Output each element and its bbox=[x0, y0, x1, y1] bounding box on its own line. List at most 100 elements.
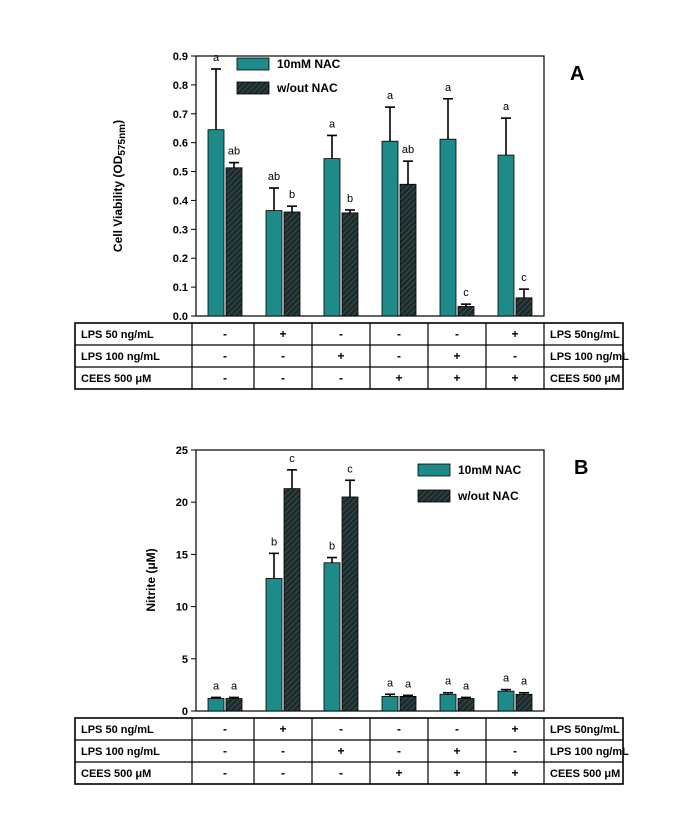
y-axis-label: Cell Viability (OD575nm) bbox=[111, 120, 128, 252]
table-cell: - bbox=[455, 722, 459, 736]
table-cell: - bbox=[339, 766, 343, 780]
significance-label: a bbox=[213, 680, 220, 692]
significance-label: a bbox=[387, 90, 394, 102]
significance-label: a bbox=[231, 680, 238, 692]
table-row-right-label: LPS 50ng/mL bbox=[550, 329, 620, 341]
plot-frame bbox=[195, 55, 545, 317]
significance-label: a bbox=[445, 82, 452, 94]
panel-label: B bbox=[574, 457, 588, 479]
bar-no-nac bbox=[457, 698, 475, 712]
bar-nac bbox=[381, 695, 399, 712]
treatment-table bbox=[74, 322, 624, 390]
table-cell: + bbox=[511, 371, 518, 385]
significance-label: a bbox=[503, 673, 510, 685]
table-cell: - bbox=[281, 371, 285, 385]
significance-label: a bbox=[445, 676, 452, 688]
table-cell: - bbox=[281, 349, 285, 363]
table-row-right-label: CEES 500 μM bbox=[550, 373, 620, 385]
table-cell: - bbox=[339, 371, 343, 385]
table-cell: + bbox=[453, 744, 460, 758]
legend-swatch bbox=[236, 81, 270, 95]
table-cell: + bbox=[453, 371, 460, 385]
bar-nac bbox=[265, 578, 283, 712]
table-cell: + bbox=[453, 349, 460, 363]
bar-no-nac bbox=[399, 183, 417, 317]
table-cell: + bbox=[337, 349, 344, 363]
legend-label: 10mM NAC bbox=[458, 463, 522, 477]
significance-label: a bbox=[329, 118, 336, 130]
significance-label: b bbox=[329, 541, 335, 553]
table-row-right-label: LPS 100 ng/mL bbox=[550, 746, 629, 758]
bar-nac bbox=[497, 690, 515, 712]
table-cell: + bbox=[337, 744, 344, 758]
y-tick-label: 0.8 bbox=[173, 80, 188, 92]
table-cell: + bbox=[511, 722, 518, 736]
y-tick-label: 0.2 bbox=[173, 253, 188, 265]
table-cell: - bbox=[281, 744, 285, 758]
bar-no-nac bbox=[515, 297, 533, 317]
y-tick-label: 0.4 bbox=[173, 195, 189, 207]
table-cell: + bbox=[511, 766, 518, 780]
table-cell: - bbox=[397, 722, 401, 736]
significance-label: c bbox=[463, 287, 469, 299]
y-tick-label: 5 bbox=[182, 654, 188, 666]
significance-label: b bbox=[289, 189, 295, 201]
table-cell: - bbox=[513, 349, 517, 363]
bar-no-nac bbox=[283, 488, 301, 712]
table-row-right-label: CEES 500 μM bbox=[550, 768, 620, 780]
bar-nac bbox=[207, 698, 225, 712]
legend-label: w/out NAC bbox=[457, 489, 519, 503]
y-tick-label: 0.7 bbox=[173, 109, 188, 121]
bar-no-nac bbox=[225, 167, 243, 317]
table-cell: - bbox=[397, 327, 401, 341]
y-tick-label: 0.5 bbox=[173, 167, 188, 179]
legend-label: 10mM NAC bbox=[277, 57, 341, 71]
y-axis-label-close: ) bbox=[111, 120, 125, 124]
table-row-label: CEES 500 μM bbox=[81, 768, 151, 780]
table-cell: + bbox=[279, 722, 286, 736]
table-cell: - bbox=[397, 744, 401, 758]
table-row-right-label: LPS 100 ng/mL bbox=[550, 351, 629, 363]
y-tick-label: 0 bbox=[182, 706, 188, 718]
bar-nac bbox=[207, 129, 225, 317]
table-cell: - bbox=[223, 371, 227, 385]
significance-label: a bbox=[521, 676, 528, 688]
table-cell: - bbox=[397, 349, 401, 363]
bar-no-nac bbox=[457, 306, 475, 317]
table-row-right-label: LPS 50ng/mL bbox=[550, 724, 620, 736]
y-tick-label: 0.1 bbox=[173, 282, 188, 294]
table-row-label: LPS 100 ng/mL bbox=[81, 746, 160, 758]
table-row-label: LPS 50 ng/mL bbox=[81, 329, 154, 341]
significance-label: a bbox=[387, 677, 394, 689]
bar-no-nac bbox=[225, 698, 243, 712]
bar-nac bbox=[265, 210, 283, 317]
table-cell: - bbox=[339, 722, 343, 736]
bar-nac bbox=[381, 140, 399, 317]
legend-swatch bbox=[417, 463, 451, 477]
bar-nac bbox=[323, 562, 341, 712]
significance-label: c bbox=[521, 272, 527, 284]
bar-no-nac bbox=[341, 496, 359, 712]
table-cell: + bbox=[279, 327, 286, 341]
significance-label: b bbox=[271, 536, 277, 548]
significance-label: a bbox=[405, 678, 412, 690]
bar-nac bbox=[439, 138, 457, 317]
significance-label: c bbox=[289, 453, 295, 465]
significance-label: ab bbox=[402, 144, 414, 156]
bar-no-nac bbox=[341, 212, 359, 317]
y-tick-label: 20 bbox=[176, 497, 188, 509]
significance-label: b bbox=[347, 193, 353, 205]
y-tick-label: 0.0 bbox=[173, 311, 188, 323]
table-cell: + bbox=[511, 327, 518, 341]
significance-label: ab bbox=[228, 146, 240, 158]
table-cell: + bbox=[395, 371, 402, 385]
table-row-label: LPS 100 ng/mL bbox=[81, 351, 160, 363]
bar-no-nac bbox=[283, 211, 301, 317]
y-tick-label: 0.3 bbox=[173, 224, 188, 236]
bar-nac bbox=[323, 158, 341, 317]
table-cell: + bbox=[395, 766, 402, 780]
table-cell: - bbox=[281, 766, 285, 780]
y-axis-label-sub: 575nm bbox=[117, 124, 128, 156]
